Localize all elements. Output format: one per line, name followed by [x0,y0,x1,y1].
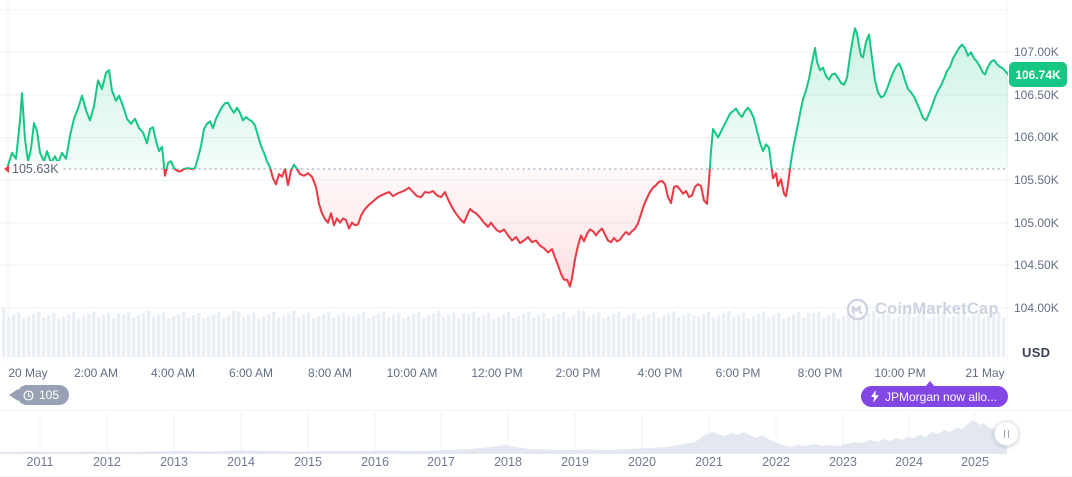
year-tick-label: 2024 [895,455,923,469]
time-tick-label: 10:00 AM [386,366,438,380]
time-tick-label: 21 May [965,366,1005,380]
year-tick-label: 2016 [361,455,389,469]
price-axis[interactable]: 106.74K USD 107.00K 106.50K 106.00K 105.50K… [1008,0,1072,362]
price-tick-label: 105.50K [1014,173,1059,187]
time-tick-label: 2:00 AM [73,366,119,380]
year-tick-label: 2022 [762,455,790,469]
last-price-badge: 106.74K [1009,62,1067,87]
watermark-text: CoinMarketCap [875,300,999,318]
price-tick-label: 107.00K [1014,45,1059,59]
clock-history-icon [22,389,35,402]
price-tick-label: 105.00K [1014,216,1059,230]
year-tick-label: 2013 [160,455,188,469]
time-axis[interactable]: 20 May 2:00 AM 4:00 AM 6:00 AM 8:00 AM 10:00 … [0,363,1008,384]
time-tick-label: 6:00 PM [715,366,761,380]
year-tick-label: 2020 [628,455,656,469]
year-axis: 2011 2012 2013 2014 2015 2016 2017 2018 2019 2020… [0,455,1008,475]
time-tick-label: 12:00 PM [471,366,523,380]
year-tick-label: 2023 [829,455,857,469]
price-tick-label: 106.00K [1014,130,1059,144]
candle-history-badge[interactable]: 105 [8,385,70,405]
year-tick-label: 2021 [695,455,723,469]
year-tick-label: 2018 [494,455,522,469]
timeline-navigator[interactable]: 2011 2012 2013 2014 2015 2016 2017 2018 2019 2020… [0,410,1072,477]
time-tick-label: 20 May [8,366,48,380]
time-tick-label: 4:00 AM [150,366,196,380]
year-tick-label: 2019 [561,455,589,469]
news-annotation-badge[interactable]: JPMorgan now allo... [861,381,1009,407]
price-tick-label: 104.50K [1014,258,1059,272]
timeline-overview-chart[interactable] [0,413,1008,455]
open-price-caret-icon [4,165,9,173]
coinmarketcap-watermark: CoinMarketCap [846,298,999,321]
time-tick-label: 2:00 PM [555,366,601,380]
main-price-chart[interactable] [0,0,1008,362]
history-badge-label: 105 [39,388,60,402]
brush-handle[interactable] [994,421,1019,446]
year-tick-label: 2017 [427,455,455,469]
coinmarketcap-logo-icon [846,298,869,321]
open-price-label: 105.63K [10,161,62,177]
news-badge-label: JPMorgan now allo... [885,389,998,404]
time-tick-label: 6:00 AM [228,366,274,380]
year-tick-label: 2011 [26,455,54,469]
time-tick-label: 8:00 AM [307,366,353,380]
price-tick-label: 106.50K [1014,88,1059,102]
lightning-bolt-icon [870,390,880,403]
year-tick-label: 2012 [93,455,121,469]
currency-unit-label: USD [1022,345,1051,360]
year-tick-label: 2014 [227,455,255,469]
time-tick-label: 10:00 PM [874,366,926,380]
price-tick-label: 104.00K [1014,301,1059,315]
year-tick-label: 2025 [961,455,989,469]
time-tick-label: 8:00 PM [797,366,843,380]
year-tick-label: 2015 [294,455,322,469]
time-tick-label: 4:00 PM [637,366,683,380]
